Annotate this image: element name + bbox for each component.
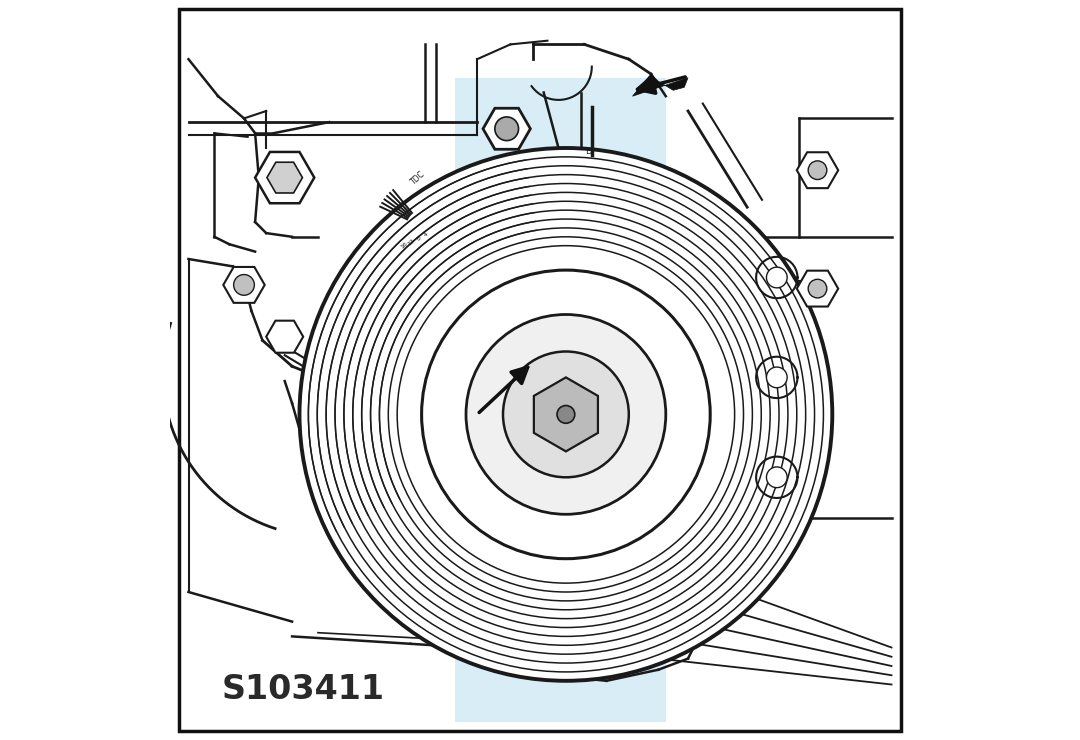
Polygon shape [255, 152, 314, 204]
Polygon shape [633, 74, 688, 96]
Polygon shape [224, 267, 265, 303]
Text: 4: 4 [423, 232, 429, 238]
Polygon shape [266, 320, 303, 353]
Circle shape [767, 467, 787, 488]
Circle shape [808, 161, 827, 180]
Circle shape [299, 148, 833, 681]
Circle shape [495, 117, 518, 141]
Circle shape [233, 275, 255, 295]
Polygon shape [534, 377, 598, 451]
Text: 8: 8 [416, 235, 422, 241]
Text: 赤虎: 赤虎 [504, 335, 591, 405]
Circle shape [421, 270, 711, 559]
Text: D: D [585, 147, 592, 156]
Bar [455, 78, 665, 722]
Text: 壹号: 壹号 [519, 430, 590, 488]
Polygon shape [267, 162, 302, 193]
Circle shape [503, 352, 629, 477]
Text: S103411: S103411 [221, 673, 384, 706]
Circle shape [557, 406, 575, 423]
Text: 16: 16 [400, 241, 408, 250]
Circle shape [767, 267, 787, 288]
Text: TDC: TDC [409, 169, 427, 186]
Polygon shape [797, 271, 838, 306]
Text: 12: 12 [407, 238, 416, 246]
Circle shape [767, 367, 787, 388]
Circle shape [465, 314, 665, 514]
Polygon shape [483, 108, 530, 149]
Circle shape [808, 279, 827, 298]
Polygon shape [797, 152, 838, 188]
